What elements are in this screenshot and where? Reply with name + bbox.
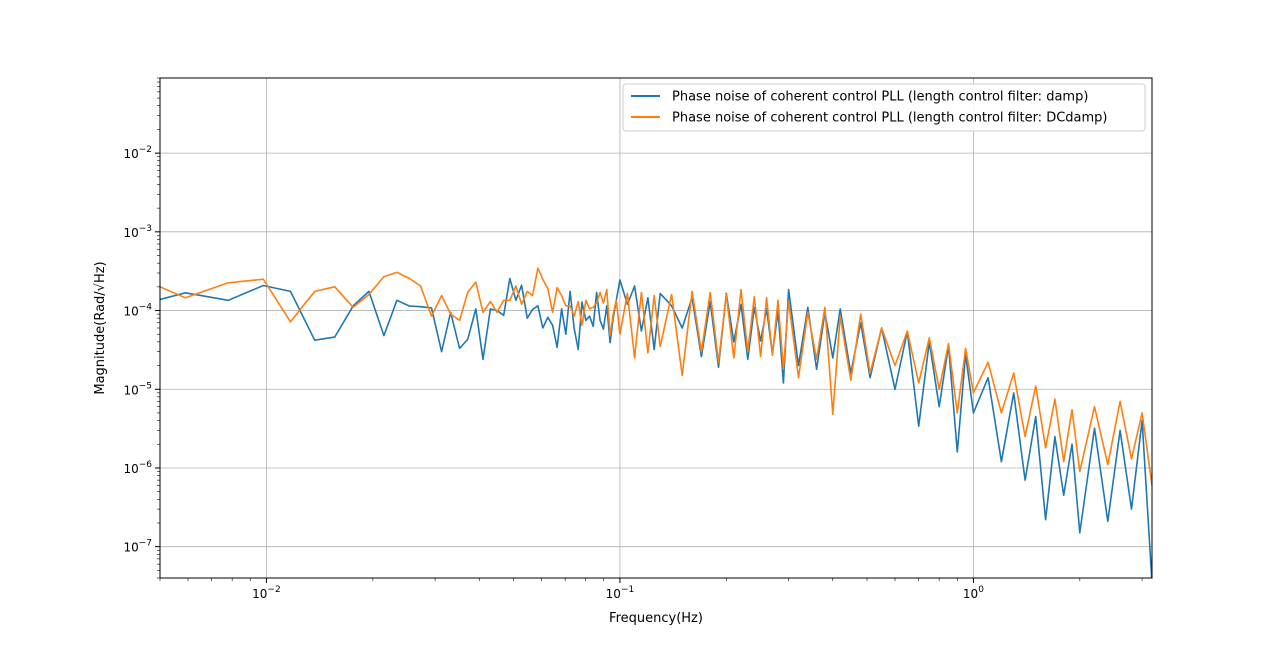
legend-label-1: Phase noise of coherent control PLL (len… [672,90,1088,105]
series-layer [160,267,1152,578]
legend-label-2: Phase noise of coherent control PLL (len… [672,111,1108,126]
series-line-2 [160,267,1152,486]
legend: Phase noise of coherent control PLL (len… [622,83,1146,132]
x-axis: 10−2 10−1 100 [159,578,1143,601]
x-axis-label: Frequency(Hz) [609,611,703,626]
legend-box [622,83,1146,132]
y-axis-label: Magnitude(Rad/√Hz) [93,261,108,394]
